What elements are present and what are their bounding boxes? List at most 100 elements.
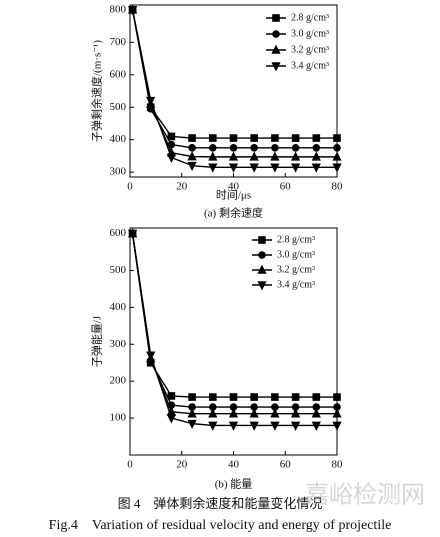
data-point	[270, 421, 280, 431]
data-point	[271, 143, 279, 152]
x-tick-label: 0	[127, 181, 133, 193]
data-point	[333, 393, 341, 401]
data-point	[228, 163, 239, 173]
legend-marker	[258, 251, 266, 259]
data-point	[311, 408, 321, 418]
legend-marker	[271, 44, 281, 54]
data-point	[271, 134, 279, 142]
data-point	[290, 163, 301, 173]
x-tick-label: 40	[228, 181, 240, 193]
data-point	[291, 143, 300, 152]
data-point	[249, 151, 259, 161]
y-tick-label: 700	[110, 36, 127, 48]
data-point	[271, 393, 279, 401]
data-point	[290, 421, 301, 431]
data-point	[187, 161, 197, 172]
data-point	[290, 408, 301, 418]
data-point	[332, 163, 342, 173]
data-point	[229, 143, 238, 152]
caption-cn: 图 4 弹体剩余速度和能量变化情况	[118, 496, 323, 511]
data-point	[332, 151, 342, 161]
data-point	[332, 421, 342, 431]
data-point	[333, 143, 341, 152]
data-point	[312, 134, 321, 142]
data-point	[166, 153, 177, 163]
data-point	[228, 408, 239, 418]
legend-label: 3.4 g/cm³	[277, 279, 315, 290]
legend-label: 2.8 g/cm³	[291, 12, 329, 23]
y-tick-label: 800	[110, 3, 127, 15]
x-tick-label: 80	[332, 459, 344, 471]
data-point	[127, 6, 138, 16]
data-point	[208, 408, 218, 418]
data-point	[187, 151, 197, 161]
legend-label: 3.4 g/cm³	[291, 60, 329, 71]
data-point	[270, 151, 280, 161]
data-point	[229, 393, 238, 401]
data-point	[228, 151, 239, 161]
data-point	[228, 421, 239, 431]
y-tick-label: 500	[110, 101, 127, 113]
legend-marker	[257, 264, 267, 274]
legend-label: 3.0 g/cm³	[291, 28, 329, 39]
data-point	[312, 393, 321, 401]
data-point	[188, 143, 196, 152]
data-point	[127, 229, 138, 239]
watermark: 嘉峪检测网	[305, 482, 425, 509]
data-point	[167, 392, 176, 400]
x-tick-label: 0	[127, 459, 133, 471]
data-point	[146, 96, 156, 107]
data-point	[270, 408, 280, 418]
y-tick-label: 400	[110, 133, 127, 145]
y-tick-label: 100	[110, 412, 127, 424]
y-tick-label: 600	[110, 227, 127, 239]
data-point	[312, 143, 321, 152]
legend-label: 3.2 g/cm³	[291, 44, 329, 55]
data-point	[291, 393, 300, 401]
data-point	[209, 143, 217, 152]
legend-marker	[272, 14, 280, 22]
y-tick-label: 500	[110, 264, 127, 276]
data-point	[187, 408, 197, 418]
legend-label: 2.8 g/cm³	[277, 234, 315, 245]
data-point	[250, 134, 258, 142]
data-point	[249, 421, 259, 431]
x-tick-label: 60	[280, 459, 292, 471]
data-point	[188, 134, 196, 142]
data-point	[333, 134, 341, 142]
data-point	[311, 421, 321, 431]
data-point	[332, 408, 342, 418]
data-point	[250, 143, 258, 152]
chart-title: (a) 剩余速度	[204, 206, 263, 220]
x-tick-label: 80	[332, 181, 344, 193]
data-point	[209, 393, 217, 401]
legend-marker	[258, 236, 266, 244]
legend-marker	[272, 30, 280, 38]
data-point	[311, 151, 321, 161]
caption-en: Fig.4 Variation of residual velocity and…	[49, 518, 392, 533]
legend-label: 3.2 g/cm³	[277, 264, 315, 275]
x-axis-label: 时间/μs	[216, 189, 251, 202]
legend-marker	[257, 281, 267, 291]
x-tick-label: 20	[176, 181, 188, 193]
data-point	[209, 134, 217, 142]
y-axis-label: 子弹能量/J	[90, 315, 104, 367]
x-tick-label: 60	[280, 181, 292, 193]
y-tick-label: 400	[110, 301, 127, 313]
plot-frame	[129, 227, 338, 456]
y-tick-label: 200	[110, 375, 127, 387]
data-point	[208, 151, 218, 161]
data-point	[188, 393, 196, 401]
data-point	[146, 351, 156, 361]
y-tick-label: 300	[110, 338, 127, 350]
data-point	[249, 408, 259, 418]
data-point	[270, 163, 280, 173]
chart-title: (b) 能量	[215, 477, 253, 491]
data-point	[291, 134, 300, 142]
data-point	[290, 151, 301, 161]
legend-marker	[271, 62, 281, 72]
data-point	[187, 419, 197, 430]
x-tick-label: 40	[228, 459, 240, 471]
y-axis-label: 子弹剩余速度/(m·s⁻¹)	[90, 40, 104, 142]
